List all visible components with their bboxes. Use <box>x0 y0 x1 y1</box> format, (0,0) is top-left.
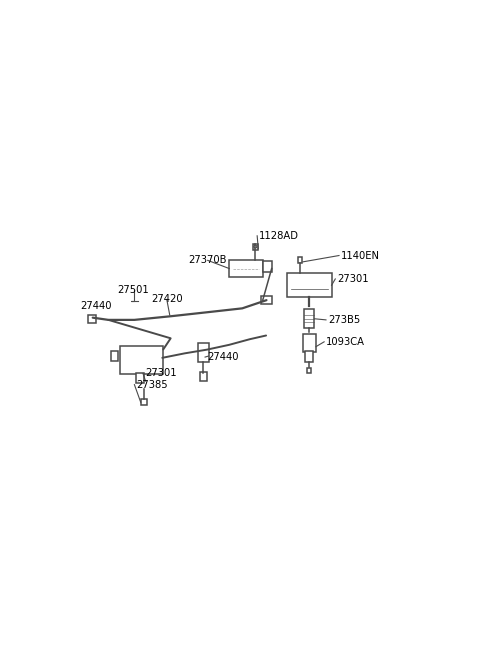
Bar <box>305 351 313 362</box>
Bar <box>252 244 258 250</box>
Bar <box>263 261 272 272</box>
Text: 1140EN: 1140EN <box>341 250 380 261</box>
Text: 273B5: 273B5 <box>328 315 360 325</box>
Bar <box>141 399 147 405</box>
Bar <box>198 343 209 361</box>
Bar <box>303 334 316 352</box>
Bar <box>136 373 144 383</box>
Text: 27301: 27301 <box>337 274 369 284</box>
Bar <box>304 309 314 328</box>
Text: 27385: 27385 <box>136 380 168 390</box>
Text: 27440: 27440 <box>81 302 112 311</box>
Bar <box>261 296 273 304</box>
Bar <box>298 258 302 263</box>
Text: 27420: 27420 <box>151 294 183 304</box>
Bar <box>120 346 163 374</box>
Text: 27501: 27501 <box>118 285 149 295</box>
Text: 1128AD: 1128AD <box>259 231 299 241</box>
Bar <box>111 351 118 361</box>
Text: 27440: 27440 <box>207 352 239 362</box>
Text: 27370B: 27370B <box>188 256 227 265</box>
Bar <box>287 273 332 298</box>
Bar <box>87 315 96 323</box>
Bar <box>229 260 263 277</box>
Text: 27301: 27301 <box>145 369 177 378</box>
Text: 1093CA: 1093CA <box>326 337 365 347</box>
Bar <box>200 373 206 380</box>
Bar <box>307 368 312 373</box>
